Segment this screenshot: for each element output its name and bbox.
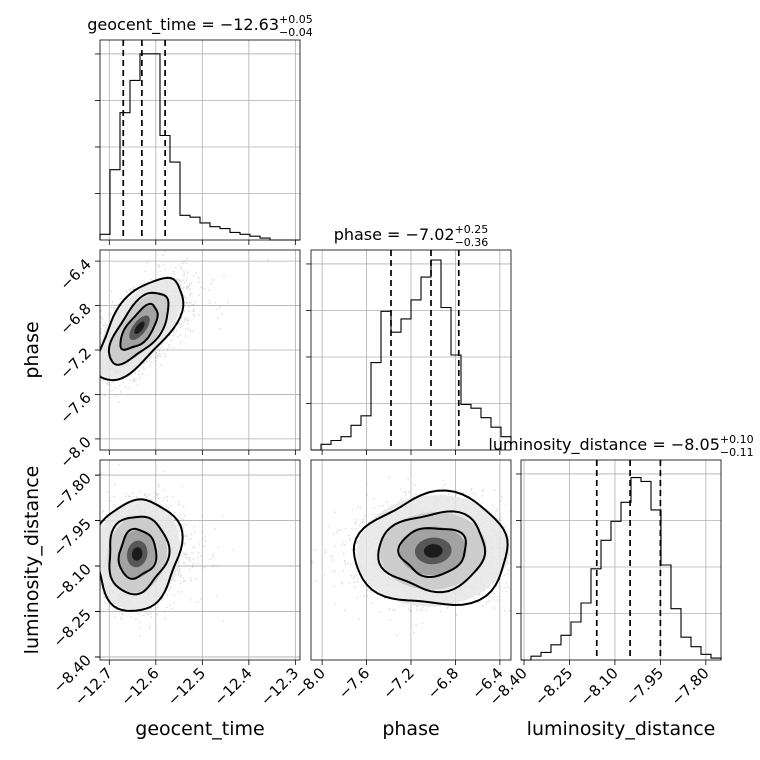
- hist-luminosity_distance-title: luminosity_distance = −8.05+0.10 −0.11: [488, 433, 753, 459]
- hist-phase-err-plus: +0.25: [455, 223, 489, 236]
- hist-geocent_time-outline: [99, 53, 300, 241]
- pair-geocent_time-luminosity_distance-density: [100, 464, 234, 637]
- hist-geocent_time-frame: [99, 39, 301, 241]
- ylabel-phase: phase: [21, 321, 43, 378]
- xtick-label-luminosity_distance-1: −8.25: [531, 664, 576, 709]
- pair-geocent_time-luminosity_distance-frame: [99, 459, 301, 661]
- xtick-label-phase-2: −7.2: [379, 664, 417, 702]
- xtick-label-geocent_time-1: −12.6: [117, 664, 162, 709]
- ytick-label-luminosity_distance-3: −7.95: [50, 515, 95, 560]
- xtick-label-phase-0: −8.0: [290, 664, 328, 702]
- pair-geocent_time-phase-shade-4: [134, 321, 145, 334]
- ytick-label-luminosity_distance-1: −8.25: [50, 606, 95, 651]
- ylabel-luminosity_distance: luminosity_distance: [21, 466, 43, 655]
- hist-luminosity_distance-outline: [521, 477, 722, 661]
- pair-geocent_time-luminosity_distance-shade-4: [132, 547, 143, 561]
- ytick-label-luminosity_distance-4: −7.80: [50, 469, 95, 514]
- ytick-label-phase-2: −7.2: [56, 344, 94, 382]
- ytick-label-luminosity_distance-2: −8.10: [50, 560, 95, 605]
- ytick-label-phase-0: −8.0: [56, 433, 94, 471]
- pair-phase-luminosity_distance-frame: [310, 459, 512, 661]
- pair-geocent_time-phase-density: [100, 251, 269, 403]
- pair-phase-luminosity_distance-shade-4: [423, 544, 443, 558]
- hist-luminosity_distance-err-minus: −0.11: [720, 446, 754, 459]
- hist-geocent_time-title: geocent_time = −12.63+0.05 −0.04: [87, 13, 313, 39]
- hist-phase-title-main: phase = −7.02: [334, 225, 455, 244]
- pair-geocent_time-luminosity_distance-contour-1: [108, 515, 171, 596]
- hist-phase-title: phase = −7.02+0.25 −0.36: [334, 223, 489, 249]
- xlabel-geocent_time: geocent_time: [135, 718, 264, 740]
- pair-geocent_time-phase-contour-1: [107, 291, 170, 366]
- hist-luminosity_distance-err-plus: +0.10: [720, 433, 754, 446]
- ytick-label-phase-1: −7.6: [56, 389, 94, 427]
- xtick-label-geocent_time-2: −12.5: [164, 664, 209, 709]
- hist-geocent_time-err-plus: +0.05: [279, 13, 313, 26]
- hist-phase-outline: [311, 259, 512, 451]
- xtick-label-luminosity_distance-2: −8.10: [577, 664, 622, 709]
- xlabel-phase: phase: [382, 718, 439, 740]
- hist-luminosity_distance-frame: [520, 459, 722, 661]
- hist-geocent_time-err-minus: −0.04: [279, 26, 313, 39]
- pair-geocent_time-phase-contour-0: [119, 302, 159, 351]
- pair-phase-luminosity_distance-contour-1: [377, 510, 487, 594]
- xtick-label-phase-3: −6.8: [424, 664, 462, 702]
- pair-geocent_time-luminosity_distance-contour-0: [117, 527, 158, 580]
- hist-phase-frame: [310, 249, 512, 451]
- xtick-label-geocent_time-3: −12.4: [210, 664, 255, 709]
- pair-phase-luminosity_distance-contour-0: [397, 527, 467, 578]
- ytick-label-phase-3: −6.8: [56, 300, 94, 338]
- ytick-label-phase-4: −6.4: [56, 255, 94, 293]
- pair-phase-luminosity_distance-density: [311, 476, 511, 636]
- xtick-label-luminosity_distance-4: −7.80: [667, 664, 712, 709]
- pair-geocent_time-luminosity_distance-contour-2: [100, 498, 184, 612]
- xtick-label-phase-1: −7.6: [335, 664, 373, 702]
- pair-phase-luminosity_distance-contour-2: [352, 489, 509, 607]
- pair-geocent_time-phase-contour-2: [100, 276, 185, 382]
- pair-geocent_time-phase-frame: [99, 249, 301, 451]
- hist-geocent_time-title-main: geocent_time = −12.63: [87, 15, 279, 35]
- hist-luminosity_distance-title-main: luminosity_distance = −8.05: [488, 435, 719, 455]
- hist-phase-err-minus: −0.36: [455, 236, 489, 249]
- xlabel-luminosity_distance: luminosity_distance: [527, 718, 716, 740]
- xtick-label-luminosity_distance-3: −7.95: [622, 664, 667, 709]
